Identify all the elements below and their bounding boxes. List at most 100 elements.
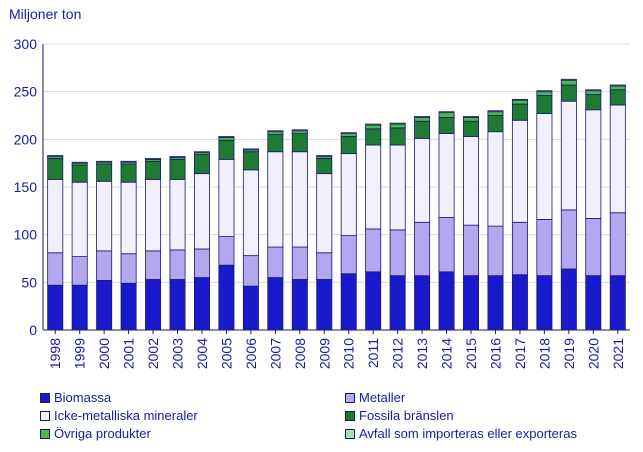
x-tick-label: 2002	[145, 338, 161, 369]
bar-segment	[340, 132, 357, 135]
bar-segment	[218, 264, 235, 331]
bar-segment	[96, 280, 113, 331]
bar-segment	[71, 164, 88, 183]
y-tick-label: 100	[14, 227, 38, 243]
bar-segment	[267, 151, 284, 248]
bar-segment	[120, 163, 137, 183]
bar-segment	[120, 160, 137, 163]
bar-segment	[536, 91, 553, 96]
bar-segment	[609, 84, 626, 87]
bar-segment	[536, 90, 553, 93]
bar-segment	[365, 144, 382, 230]
bar-segment	[291, 279, 308, 331]
bar-segment	[487, 111, 504, 116]
bar-segment	[316, 279, 333, 331]
bar-segment	[96, 250, 113, 281]
bar-segment	[316, 157, 333, 175]
bar-segment	[487, 115, 504, 133]
bar-segment	[560, 78, 577, 81]
x-tick-label: 2014	[439, 338, 455, 369]
bar-segment	[340, 153, 357, 237]
bar-segment	[511, 274, 528, 331]
x-tick-label: 2007	[267, 338, 283, 369]
bar-segment	[47, 155, 64, 157]
bar-segment	[145, 279, 162, 331]
bar-segment	[218, 136, 235, 138]
bar-segment	[267, 246, 284, 278]
bar-segment	[609, 85, 626, 91]
bar-segment	[267, 130, 284, 133]
bar-segment	[585, 94, 602, 111]
bar-segment	[365, 271, 382, 331]
bar-segment	[316, 252, 333, 280]
bar-segment	[511, 99, 528, 105]
bar-segment	[487, 275, 504, 331]
x-tick-label: 2016	[487, 338, 503, 369]
bar-segment	[71, 256, 88, 286]
bar-segment	[242, 151, 259, 171]
x-tick-label: 2005	[218, 338, 234, 369]
bar-segment	[463, 224, 480, 277]
bar-segment	[414, 116, 431, 118]
bar-segment	[291, 151, 308, 248]
bar-segment	[71, 284, 88, 331]
bar-segment	[47, 157, 64, 180]
x-tick-label: 2019	[561, 338, 577, 369]
bar-segment	[414, 275, 431, 331]
bar-segment	[218, 158, 235, 237]
bar-segment	[242, 285, 259, 331]
x-tick-label: 2015	[463, 338, 479, 369]
bar-segment	[365, 124, 382, 130]
bar-segment	[463, 116, 480, 118]
bar-segment	[487, 225, 504, 277]
bar-segment	[218, 137, 235, 141]
bar-segment	[291, 129, 308, 132]
bar-segment	[340, 273, 357, 331]
bar-segment	[536, 219, 553, 277]
y-tick-label: 50	[21, 274, 37, 290]
bar-segment	[463, 120, 480, 137]
bar-segment	[536, 275, 553, 331]
bar-segment	[389, 127, 406, 146]
bar-segment	[316, 173, 333, 254]
bar-segment	[267, 134, 284, 153]
bar-segment	[267, 131, 284, 135]
bar-segment	[169, 178, 186, 251]
bar-segment	[511, 221, 528, 276]
bar-segment	[463, 275, 480, 331]
bar-segment	[511, 119, 528, 223]
bar-segment	[487, 110, 504, 113]
bar-segment	[291, 130, 308, 135]
bar-segment	[47, 178, 64, 254]
bar-segment	[438, 217, 455, 273]
bar-segment	[414, 120, 431, 139]
bar-segment	[267, 277, 284, 331]
x-tick-label: 2012	[390, 338, 406, 369]
y-tick-label: 250	[14, 84, 38, 100]
bar-segment	[340, 235, 357, 275]
bar-segment	[145, 160, 162, 180]
bar-segment	[560, 84, 577, 102]
bar-segment	[145, 178, 162, 252]
bar-segment	[536, 95, 553, 114]
bar-segment	[560, 79, 577, 86]
bar-segment	[71, 161, 88, 164]
bar-segment	[609, 212, 626, 277]
x-tick-label: 1999	[72, 338, 88, 369]
bar-segment	[438, 117, 455, 135]
bar-segment	[438, 133, 455, 218]
bar-segment	[47, 284, 64, 331]
x-tick-label: 1998	[47, 338, 63, 369]
x-tick-label: 2000	[96, 338, 112, 369]
bar-segment	[242, 169, 259, 257]
bar-segment	[242, 255, 259, 287]
x-tick-label: 2010	[341, 338, 357, 369]
x-tick-label: 2020	[585, 338, 601, 369]
bar-segment	[438, 271, 455, 331]
bar-segment	[585, 90, 602, 95]
bar-segment	[438, 111, 455, 114]
bar-segment	[463, 117, 480, 122]
bar-segment	[169, 158, 186, 180]
bar-segment	[536, 113, 553, 220]
